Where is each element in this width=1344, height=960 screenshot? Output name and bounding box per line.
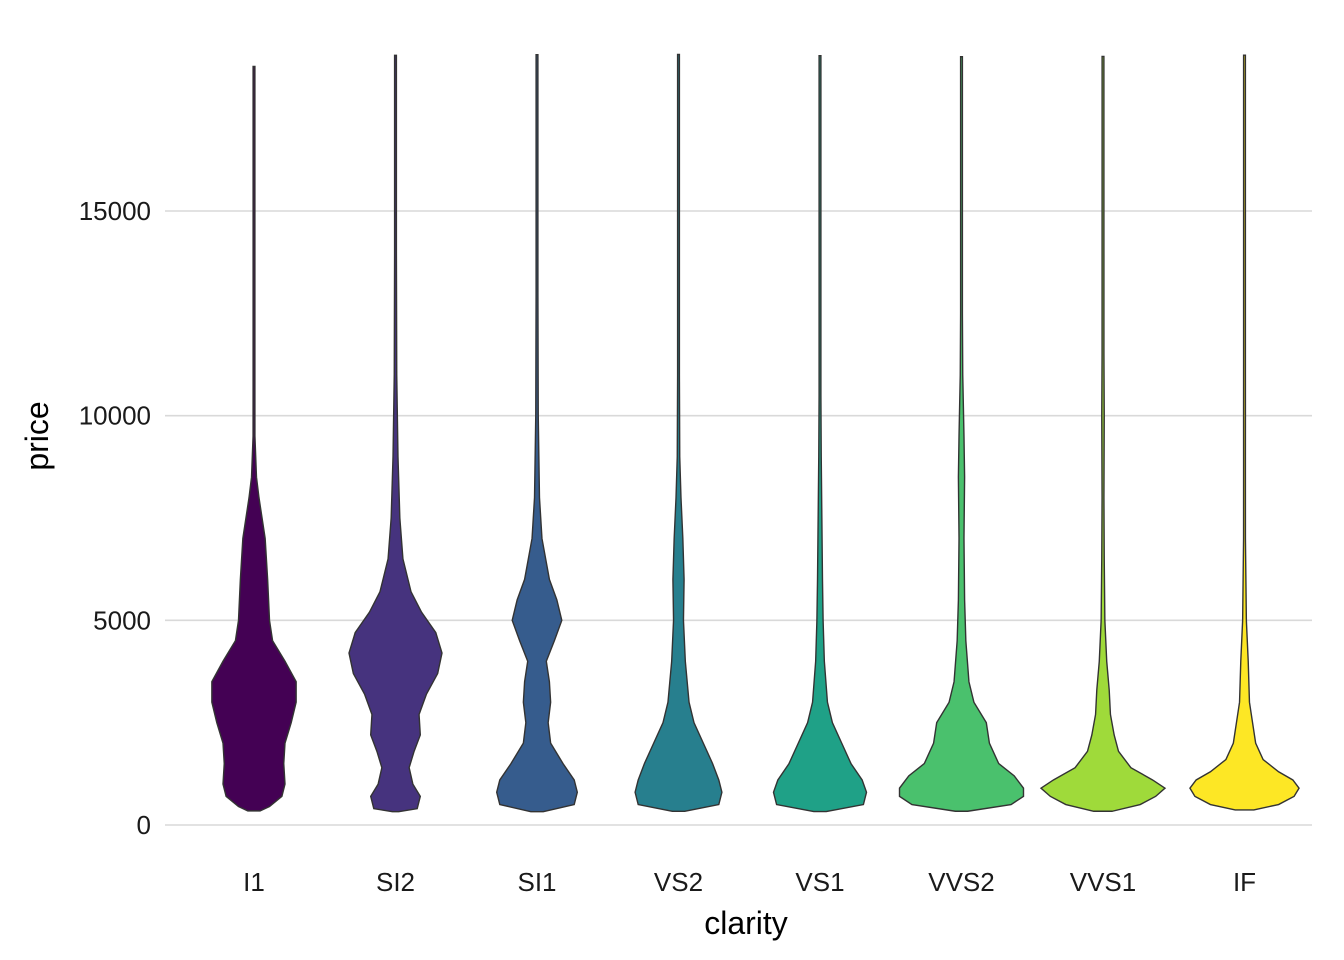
x-tick-label: VVS2 <box>928 867 995 897</box>
y-axis-title: price <box>19 401 55 470</box>
violin-vs2 <box>634 53 723 813</box>
x-tick-label: VS2 <box>654 867 703 897</box>
violin-i1 <box>211 65 297 812</box>
x-axis-ticks: I1 SI2 SI1 VS2 VS1 VVS2 VVS1 IF <box>243 867 1256 897</box>
violin-vvs1 <box>1039 55 1167 812</box>
y-tick-label: 5000 <box>93 605 151 635</box>
violin-si2 <box>348 54 443 813</box>
x-tick-label: I1 <box>243 867 265 897</box>
y-tick-label: 15000 <box>79 196 151 226</box>
y-tick-label: 10000 <box>79 401 151 431</box>
violin-vs1 <box>772 54 868 813</box>
y-axis-ticks: 0 5000 10000 15000 <box>79 196 151 840</box>
x-tick-label: VVS1 <box>1070 867 1137 897</box>
x-tick-label: SI1 <box>517 867 556 897</box>
y-tick-label: 0 <box>137 810 151 840</box>
x-tick-label: IF <box>1233 867 1256 897</box>
violins <box>211 53 1300 813</box>
gridlines <box>165 210 1312 826</box>
x-axis-title: clarity <box>704 905 788 941</box>
violin-si1 <box>495 54 579 813</box>
violin-if <box>1189 54 1300 811</box>
violin-vvs2 <box>898 56 1025 812</box>
x-tick-label: VS1 <box>795 867 844 897</box>
x-tick-label: SI2 <box>376 867 415 897</box>
